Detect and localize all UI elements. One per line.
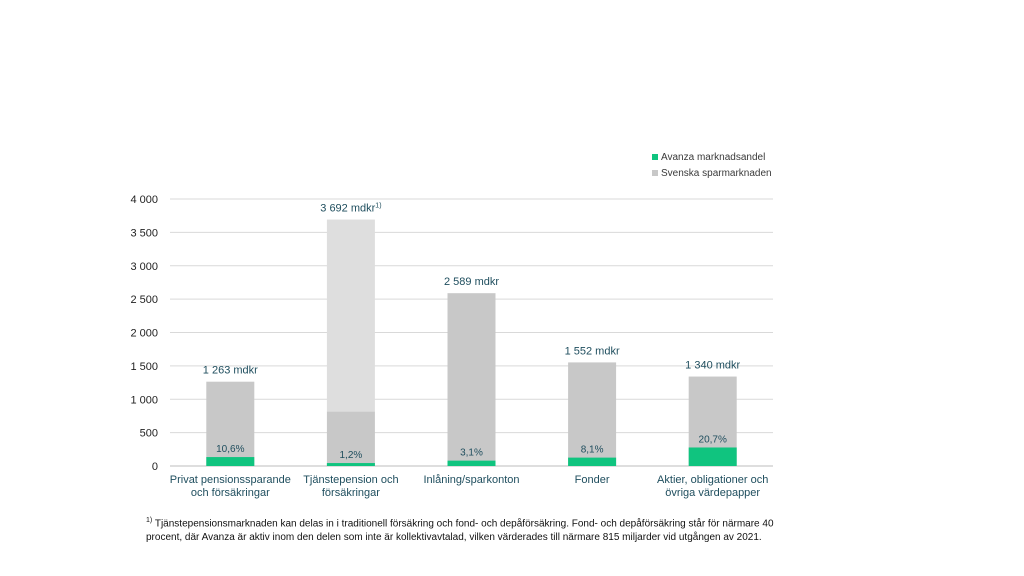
x-category-label: Fonder (575, 474, 610, 486)
footnote-marker: 1) (146, 517, 153, 524)
bar-total-label: 3 692 mdkr1) (320, 203, 381, 215)
x-category-label-line: Tjänstepension och (303, 474, 398, 486)
footnote-text: Tjänstepensionsmarknaden kan delas in i … (146, 518, 774, 544)
bar-share-label: 8,1% (581, 445, 604, 456)
bar-total-value: 3 692 mdkr (320, 203, 375, 215)
y-axis: 0 500 1 000 1 500 2 000 2 500 3 000 3 500 4 000 (130, 194, 158, 473)
bar-total-value: 2 589 mdkr (444, 276, 499, 288)
y-tick-label: 0 (152, 461, 158, 473)
bar-avanza-segment (326, 463, 375, 466)
x-category-label-line: Aktier, obligationer och (657, 474, 768, 486)
bar-market-segment (447, 293, 496, 466)
bar-avanza-segment (568, 457, 617, 466)
bar-total-label: 1 340 mdkr (685, 360, 740, 372)
legend-swatch (652, 170, 658, 176)
legend-label: Avanza marknadsandel (661, 152, 765, 163)
legend-label: Svenska sparmarknaden (661, 168, 772, 179)
bar-total-label: 1 552 mdkr (565, 345, 620, 357)
y-tick-label: 3 500 (130, 227, 158, 239)
bar-share-label: 1,2% (340, 450, 363, 461)
x-category-label: Inlåning/sparkonton (423, 474, 519, 486)
x-category-label: Tjänstepension och försäkringar (303, 474, 398, 499)
bar-market-segment (206, 381, 255, 466)
bar-avanza-segment (688, 447, 737, 466)
y-tick-label: 2 500 (130, 294, 158, 306)
y-tick-label: 1 500 (130, 361, 158, 373)
bar-market-segment (568, 362, 617, 466)
bar-total-footnote-marker: 1) (375, 203, 381, 210)
x-axis: Privat pensionssparande och försäkringar T… (170, 474, 769, 499)
bar-avanza-segment (447, 460, 496, 466)
y-tick-label: 1 000 (130, 394, 158, 406)
bar-total-segment (326, 219, 375, 412)
bar-avanza-segment (206, 457, 255, 466)
y-tick-label: 4 000 (130, 194, 158, 206)
bar-total-value: 1 263 mdkr (203, 365, 258, 377)
y-tick-label: 2 000 (130, 328, 158, 340)
x-category-label-line: försäkringar (322, 487, 380, 499)
y-tick-label: 500 (140, 428, 158, 440)
bar-share-label: 20,7% (699, 434, 727, 445)
x-category-label-line: övriga värdepapper (665, 487, 760, 499)
bars (206, 219, 737, 466)
x-category-label-line: Fonder (575, 474, 610, 486)
bar-total-value: 1 552 mdkr (565, 345, 620, 357)
legend-swatch (652, 154, 658, 160)
data-labels: 1 263 mdkr 10,6% 3 692 mdkr1) 1,2% 2 589 mdk… (203, 203, 741, 461)
bar-total-label: 2 589 mdkr (444, 276, 499, 288)
bar-share-label: 10,6% (216, 444, 244, 455)
footnote: 1) Tjänstepensionsmarknaden kan delas in… (146, 514, 786, 545)
bar-share-label: 3,1% (460, 448, 483, 459)
bar-total-label: 1 263 mdkr (203, 365, 258, 377)
bar-total-value: 1 340 mdkr (685, 360, 740, 372)
y-tick-label: 3 000 (130, 261, 158, 273)
x-category-label: Privat pensionssparande och försäkringar (170, 474, 291, 499)
x-category-label-line: Privat pensionssparande (170, 474, 291, 486)
x-category-label-line: Inlåning/sparkonton (423, 474, 519, 486)
legend: Avanza marknadsandel Svenska sparmarknade… (652, 152, 772, 179)
bar-market-segment (326, 411, 375, 466)
x-category-label-line: och försäkringar (191, 487, 270, 499)
x-category-label: Aktier, obligationer och övriga värdepapp… (657, 474, 768, 499)
